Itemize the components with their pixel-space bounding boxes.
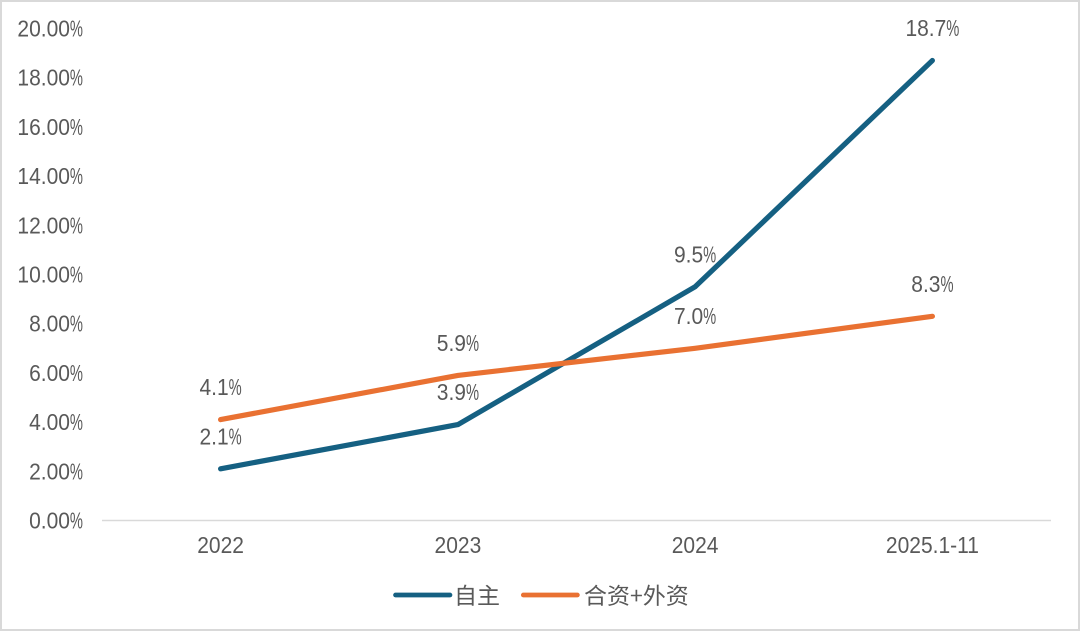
svg-text:%: % (466, 331, 479, 357)
svg-text:%: % (70, 213, 83, 239)
svg-text:%: % (940, 272, 953, 298)
svg-text:8.00: 8.00 (29, 311, 70, 337)
svg-text:2.1: 2.1 (199, 423, 228, 449)
svg-text:%: % (70, 16, 83, 42)
svg-text:%: % (70, 508, 83, 534)
svg-text:%: % (70, 262, 83, 288)
svg-text:%: % (229, 424, 242, 450)
svg-text:0.00: 0.00 (29, 507, 70, 533)
svg-text:%: % (70, 459, 83, 485)
svg-text:%: % (229, 375, 242, 401)
svg-text:14.00: 14.00 (17, 163, 70, 189)
svg-text:%: % (703, 304, 716, 330)
svg-text:%: % (70, 65, 83, 91)
svg-text:3.9: 3.9 (437, 379, 466, 405)
svg-text:%: % (70, 164, 83, 190)
svg-text:12.00: 12.00 (17, 212, 70, 238)
svg-text:4.00: 4.00 (29, 409, 70, 435)
svg-text:%: % (70, 115, 83, 141)
svg-text:2024: 2024 (672, 532, 719, 558)
svg-text:20.00: 20.00 (17, 15, 70, 41)
svg-text:2.00: 2.00 (29, 458, 70, 484)
svg-text:2022: 2022 (197, 532, 244, 558)
svg-text:18.7: 18.7 (905, 15, 946, 41)
svg-text:2023: 2023 (435, 532, 482, 558)
svg-text:5.9: 5.9 (437, 330, 466, 356)
svg-text:10.00: 10.00 (17, 261, 70, 287)
svg-text:%: % (70, 361, 83, 387)
svg-text:7.0: 7.0 (674, 303, 703, 329)
svg-text:16.00: 16.00 (17, 114, 70, 140)
svg-text:%: % (70, 311, 83, 337)
svg-text:%: % (946, 16, 959, 42)
svg-text:8.3: 8.3 (911, 271, 940, 297)
svg-text:%: % (70, 410, 83, 436)
svg-text:2025.1-11: 2025.1-11 (886, 532, 979, 558)
svg-text:%: % (466, 380, 479, 406)
svg-text:9.5: 9.5 (674, 241, 703, 267)
svg-text:%: % (703, 242, 716, 268)
svg-text:4.1: 4.1 (199, 374, 228, 400)
svg-text:18.00: 18.00 (17, 65, 70, 91)
svg-text:6.00: 6.00 (29, 360, 70, 386)
